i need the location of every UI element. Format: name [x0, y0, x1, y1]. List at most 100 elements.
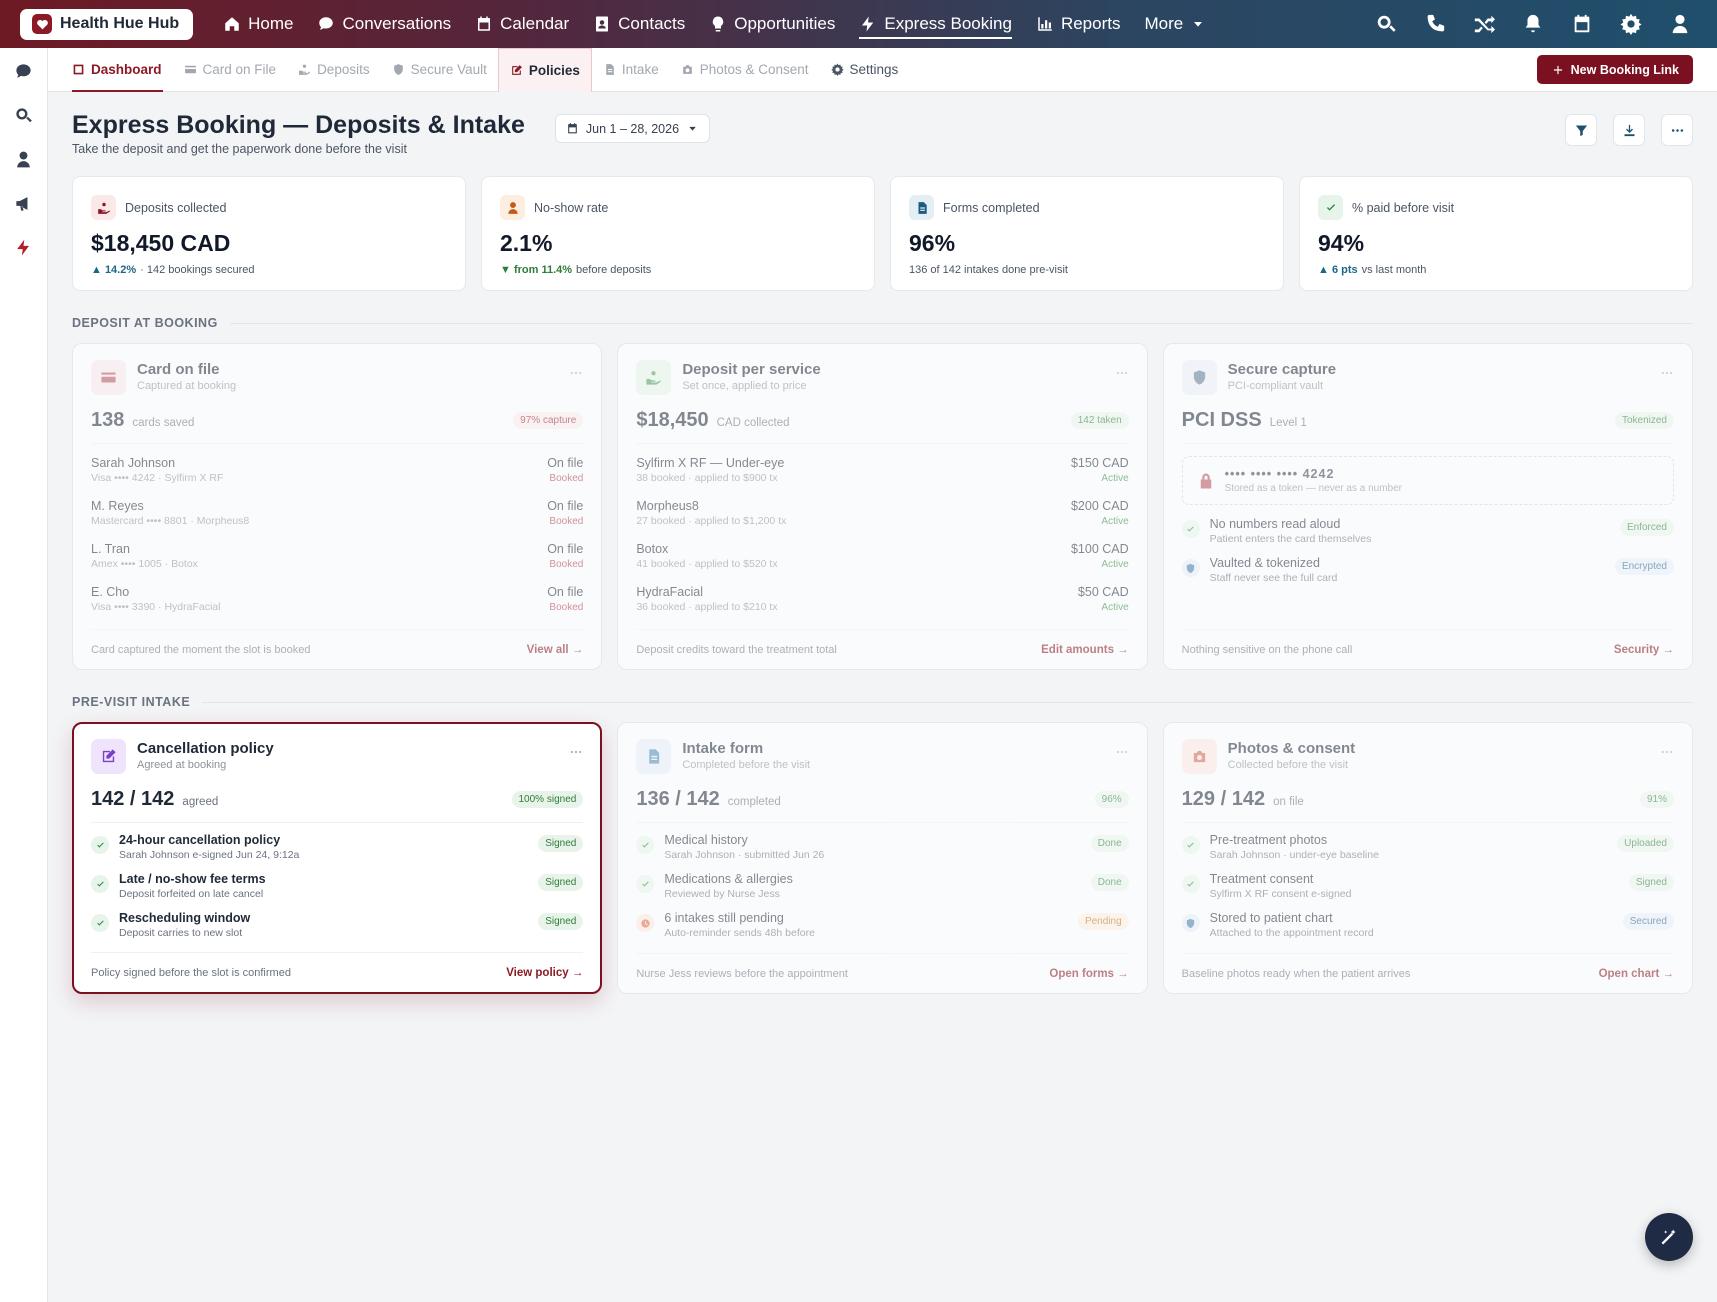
card-subtitle: PCI-compliant vault — [1227, 380, 1324, 392]
nav-item[interactable]: Conversations — [305, 0, 463, 48]
row-left: Botox 41 booked · applied to $520 tx — [636, 542, 777, 579]
tab-label: Settings — [849, 62, 899, 77]
card-menu[interactable] — [569, 745, 583, 759]
card-footer-note: Nothing sensitive on the phone call — [1181, 643, 1353, 656]
tab[interactable]: Dashboard — [72, 48, 173, 92]
row-status: On file — [547, 499, 584, 513]
nav-item[interactable]: Express Booking — [847, 0, 1024, 48]
nav-item[interactable]: Calendar — [463, 0, 581, 48]
top-icon-button[interactable] — [1620, 13, 1642, 35]
feature-card[interactable]: Intake form Completed before the visit 136… — [617, 722, 1148, 994]
card-icon — [1181, 360, 1217, 395]
mega-icon — [16, 197, 28, 211]
nav-item[interactable]: Contacts — [581, 0, 697, 48]
card-link[interactable]: Security → — [1613, 643, 1674, 656]
card-menu[interactable] — [1660, 366, 1674, 380]
sidebar-button[interactable] — [14, 62, 33, 81]
search-icon — [1377, 15, 1396, 32]
check-badge: Pending — [1077, 913, 1129, 930]
card-menu[interactable] — [1115, 366, 1129, 380]
card-row: Card on file Captured at booking 138 cards … — [72, 343, 1693, 670]
card-link[interactable]: Open forms → — [1049, 967, 1129, 980]
kpi-row: Deposits collected $18,450 CAD ▲ 14.2% · 14… — [72, 176, 1693, 291]
feature-card[interactable]: Cancellation policy Agreed at booking 142 … — [72, 722, 603, 994]
kpi-icon — [91, 195, 116, 220]
card-link[interactable]: Edit amounts → — [1041, 643, 1129, 656]
card-metric-row: $18,450 CAD collected 142 taken — [636, 409, 1129, 444]
user-icon — [1672, 14, 1688, 34]
tab[interactable]: Card on File — [173, 48, 288, 92]
top-icon-button[interactable] — [1473, 13, 1495, 35]
sidebar-button[interactable] — [14, 106, 33, 125]
brand[interactable]: Health Hue Hub — [20, 8, 194, 40]
top-icon-button[interactable] — [1522, 13, 1544, 35]
check-title: Medical history — [664, 833, 748, 847]
tab-label: Policies — [528, 62, 580, 78]
check-title: Pre-treatment photos — [1209, 833, 1328, 847]
hand-icon — [646, 371, 661, 385]
check-row: Treatment consent Sylfirm X RF consent e-… — [1181, 868, 1674, 907]
assistant-button[interactable] — [1645, 1213, 1693, 1261]
feature-card[interactable]: Photos & consent Collected before the vis… — [1162, 722, 1693, 994]
top-icon-button[interactable] — [1669, 13, 1691, 35]
card-rows: Sarah Johnson Visa •••• 4242 · Sylfirm X … — [91, 444, 583, 629]
card-link[interactable]: View all → — [526, 643, 584, 656]
kpi-delta-row: ▲ 6 pts vs last month — [1318, 264, 1674, 276]
row-right: $150 CAD Active — [1071, 456, 1129, 493]
page-header: Express Booking — Deposits & Intake Take … — [72, 110, 1693, 174]
bolt-icon — [862, 16, 874, 32]
tab[interactable]: Secure Vault — [381, 48, 498, 92]
row-detail: Mastercard •••• 8801 · Morpheus8 — [91, 515, 250, 527]
check-detail: Patient enters the card themselves — [1209, 533, 1372, 545]
dots-icon — [1116, 371, 1127, 375]
sidebar-button[interactable] — [14, 150, 33, 169]
nav-item[interactable]: More — [1132, 0, 1218, 48]
feature-card[interactable]: Secure capture PCI-compliant vault PCI DSS… — [1162, 343, 1693, 670]
card-heading: Intake form Completed before the visit — [682, 739, 810, 771]
nav-item[interactable]: Opportunities — [697, 0, 847, 48]
check-row: Late / no-show fee terms Deposit forfeite… — [91, 868, 584, 907]
nav-item[interactable]: Reports — [1024, 0, 1133, 48]
kpi-card: Forms completed 96% 136 of 142 intakes don… — [890, 176, 1284, 291]
tab[interactable]: Settings — [820, 48, 910, 92]
hand-icon — [299, 64, 310, 75]
card-metric: 129 / 142 — [1181, 788, 1266, 810]
card-subtitle: Completed before the visit — [682, 759, 811, 771]
card-menu[interactable] — [569, 366, 583, 380]
status-icon — [636, 875, 655, 893]
card-menu[interactable] — [1660, 745, 1674, 759]
header-button[interactable] — [1661, 114, 1693, 146]
status-icon — [1181, 520, 1200, 538]
feature-card[interactable]: Card on file Captured at booking 138 cards … — [72, 343, 603, 670]
sidebar-button[interactable] — [14, 194, 33, 213]
card-link[interactable]: View policy → — [506, 966, 584, 979]
row-name: M. Reyes — [91, 499, 144, 513]
tab[interactable]: Photos & Consent — [670, 48, 820, 92]
tab[interactable]: Policies — [497, 47, 592, 92]
brand-name: Health Hue Hub — [60, 15, 180, 32]
top-icon-button[interactable] — [1571, 13, 1593, 35]
header-button[interactable] — [1565, 114, 1597, 146]
card-link[interactable]: Open chart → — [1598, 967, 1674, 980]
top-icon-button[interactable] — [1424, 13, 1446, 35]
tab[interactable]: Deposits — [287, 48, 381, 92]
check-detail: Deposit forfeited on late cancel — [119, 888, 264, 900]
dots-icon — [1661, 750, 1673, 754]
lock-icon — [1200, 473, 1211, 488]
top-icon-button[interactable] — [1375, 13, 1397, 35]
feature-card[interactable]: Deposit per service Set once, applied to … — [617, 343, 1148, 670]
date-picker[interactable]: Jun 1 – 28, 2026 — [554, 114, 711, 143]
nav-item[interactable]: Home — [211, 0, 305, 48]
card-metric-unit: on file — [1273, 796, 1304, 808]
row-detail: 27 booked · applied to $1,200 tx — [636, 515, 787, 527]
new-booking-button[interactable]: New Booking Link — [1536, 55, 1693, 84]
kpi-card: No-show rate 2.1% ▼ from 11.4% before depos… — [481, 176, 875, 291]
card-menu[interactable] — [1115, 745, 1129, 759]
dots-icon — [1661, 371, 1673, 375]
user-icon — [17, 151, 30, 168]
doc-icon — [649, 749, 660, 764]
tab[interactable]: Intake — [592, 48, 670, 92]
header-button[interactable] — [1613, 114, 1645, 146]
sidebar-button[interactable] — [14, 238, 33, 257]
list-row: HydraFacial 36 booked · applied to $210 t… — [636, 579, 1128, 622]
